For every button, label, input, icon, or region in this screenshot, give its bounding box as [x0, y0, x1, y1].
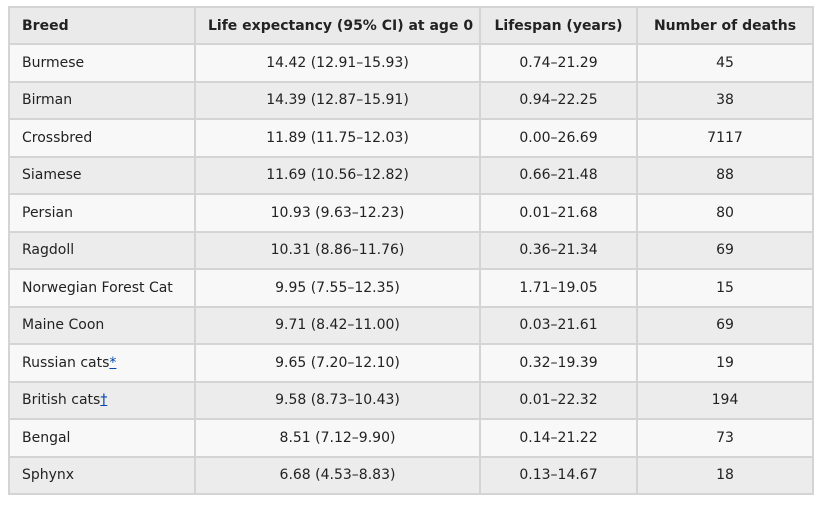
- breed-cell: Siamese: [8, 155, 196, 195]
- column-header: Life expectancy (95% CI) at age 0: [194, 6, 481, 45]
- value-cell: 194: [636, 380, 814, 420]
- value-cell: 19: [636, 343, 814, 383]
- value-cell: 10.31 (8.86–11.76): [194, 230, 481, 270]
- value-cell: 0.32–19.39: [479, 343, 638, 383]
- table-row: Ragdoll 10.31 (8.86–11.76) 0.36–21.34 69: [8, 230, 814, 270]
- table-row: Persian 10.93 (9.63–12.23) 0.01–21.68 80: [8, 193, 814, 233]
- value-cell: 6.68 (4.53–8.83): [194, 455, 481, 495]
- breed-cell: Birman: [8, 80, 196, 120]
- table-body: Burmese 14.42 (12.91–15.93) 0.74–21.29 45 Bi…: [8, 43, 814, 495]
- column-header: Lifespan (years): [479, 6, 638, 45]
- table-row: Norwegian Forest Cat 9.95 (7.55–12.35) 1.7…: [8, 268, 814, 308]
- footnote-link[interactable]: *: [109, 354, 117, 371]
- value-cell: 0.03–21.61: [479, 305, 638, 345]
- value-cell: 11.69 (10.56–12.82): [194, 155, 481, 195]
- value-cell: 80: [636, 193, 814, 233]
- value-cell: 18: [636, 455, 814, 495]
- breed-name: British cats: [22, 392, 101, 409]
- breed-cell: Bengal: [8, 418, 196, 458]
- value-cell: 0.13–14.67: [479, 455, 638, 495]
- value-cell: 73: [636, 418, 814, 458]
- value-cell: 0.01–22.32: [479, 380, 638, 420]
- breed-cell: Burmese: [8, 43, 196, 83]
- table-row: Bengal 8.51 (7.12–9.90) 0.14–21.22 73: [8, 418, 814, 458]
- data-table: Breed Life expectancy (95% CI) at age 0 Li…: [8, 6, 814, 495]
- breed-cell: Sphynx: [8, 455, 196, 495]
- value-cell: 0.74–21.29: [479, 43, 638, 83]
- footnote-link[interactable]: †: [100, 392, 108, 409]
- value-cell: 9.58 (8.73–10.43): [194, 380, 481, 420]
- breed-name: Russian cats: [22, 354, 110, 371]
- column-header: Number of deaths: [636, 6, 814, 45]
- table-row: Maine Coon 9.71 (8.42–11.00) 0.03–21.61 69: [8, 305, 814, 345]
- column-header: Breed: [8, 6, 196, 45]
- value-cell: 14.42 (12.91–15.93): [194, 43, 481, 83]
- value-cell: 0.14–21.22: [479, 418, 638, 458]
- breed-cell: Persian: [8, 193, 196, 233]
- value-cell: 88: [636, 155, 814, 195]
- value-cell: 69: [636, 305, 814, 345]
- breed-cell: Ragdoll: [8, 230, 196, 270]
- value-cell: 0.01–21.68: [479, 193, 638, 233]
- header-row: Breed Life expectancy (95% CI) at age 0 Li…: [8, 6, 814, 45]
- breed-cell: Russian cats*: [8, 343, 196, 383]
- value-cell: 1.71–19.05: [479, 268, 638, 308]
- value-cell: 0.00–26.69: [479, 118, 638, 158]
- table-row: British cats† 9.58 (8.73–10.43) 0.01–22.32…: [8, 380, 814, 420]
- value-cell: 45: [636, 43, 814, 83]
- value-cell: 0.94–22.25: [479, 80, 638, 120]
- table-row: Burmese 14.42 (12.91–15.93) 0.74–21.29 45: [8, 43, 814, 83]
- breed-cell: British cats†: [8, 380, 196, 420]
- value-cell: 69: [636, 230, 814, 270]
- table-row: Crossbred 11.89 (11.75–12.03) 0.00–26.69 71…: [8, 118, 814, 158]
- table-row: Sphynx 6.68 (4.53–8.83) 0.13–14.67 18: [8, 455, 814, 495]
- value-cell: 0.36–21.34: [479, 230, 638, 270]
- value-cell: 15: [636, 268, 814, 308]
- table-row: Birman 14.39 (12.87–15.91) 0.94–22.25 38: [8, 80, 814, 120]
- value-cell: 7117: [636, 118, 814, 158]
- value-cell: 9.95 (7.55–12.35): [194, 268, 481, 308]
- value-cell: 9.65 (7.20–12.10): [194, 343, 481, 383]
- value-cell: 11.89 (11.75–12.03): [194, 118, 481, 158]
- value-cell: 9.71 (8.42–11.00): [194, 305, 481, 345]
- value-cell: 14.39 (12.87–15.91): [194, 80, 481, 120]
- value-cell: 8.51 (7.12–9.90): [194, 418, 481, 458]
- value-cell: 38: [636, 80, 814, 120]
- table-row: Russian cats* 9.65 (7.20–12.10) 0.32–19.39…: [8, 343, 814, 383]
- breed-cell: Crossbred: [8, 118, 196, 158]
- table-row: Siamese 11.69 (10.56–12.82) 0.66–21.48 88: [8, 155, 814, 195]
- value-cell: 0.66–21.48: [479, 155, 638, 195]
- breed-cell: Maine Coon: [8, 305, 196, 345]
- value-cell: 10.93 (9.63–12.23): [194, 193, 481, 233]
- breed-cell: Norwegian Forest Cat: [8, 268, 196, 308]
